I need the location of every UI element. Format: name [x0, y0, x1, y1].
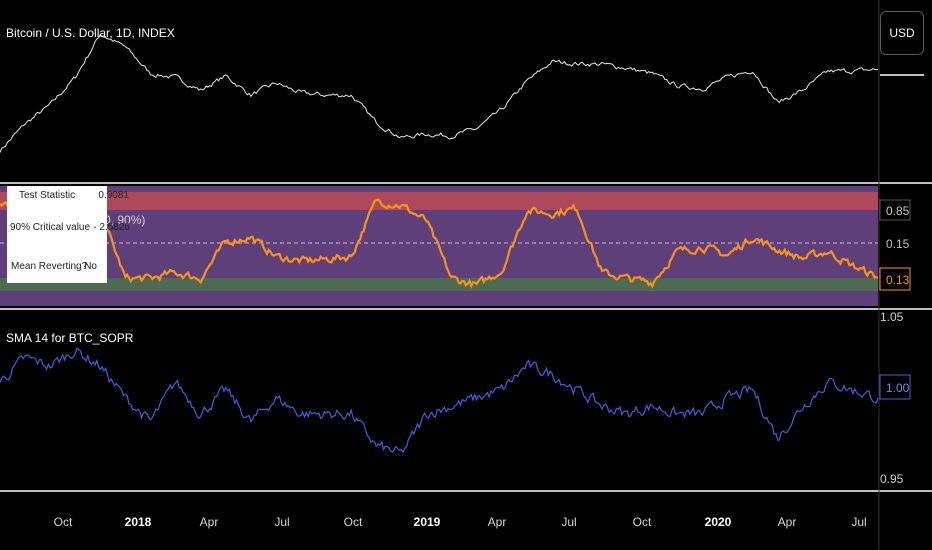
- time-axis-label: Apr: [488, 515, 507, 529]
- time-axis-label: 2019: [414, 515, 441, 529]
- currency-button[interactable]: USD: [880, 11, 924, 55]
- adf-axis-label: 0.15: [886, 237, 910, 251]
- critical-value-value: - 2.5826: [93, 222, 130, 233]
- price-pane-title: Bitcoin / U.S. Dollar, 1D, INDEX: [6, 26, 175, 40]
- adf-axis-badge-top: [879, 199, 911, 221]
- adf-axis-label: 0.85: [886, 204, 910, 218]
- sopr-pane: [0, 346, 879, 454]
- time-axis-label: Oct: [54, 515, 73, 529]
- sopr-axis-label: 0.95: [880, 472, 904, 486]
- mean-reverting-value: No: [84, 261, 97, 272]
- adf-pane: [0, 186, 879, 306]
- test-statistic-label: Test Statistic: [19, 190, 76, 201]
- sopr-line: [0, 346, 879, 454]
- time-axis-label: Apr: [200, 515, 219, 529]
- time-axis-label: Jul: [561, 515, 576, 529]
- time-axis[interactable]: Oct 2018 Apr Jul Oct 2019 Apr Jul Oct 2020 Apr Jul: [54, 515, 867, 529]
- critical-value-label: 90% Critical value: [10, 222, 91, 233]
- sopr-axis-badge-current: [879, 374, 911, 400]
- time-axis-label: Jul: [274, 515, 289, 529]
- time-axis-label: Oct: [344, 515, 363, 529]
- time-axis-label: 2018: [125, 515, 152, 529]
- price-pane: [0, 33, 924, 153]
- adf-low-band: [0, 278, 878, 291]
- mean-reverting-label: Mean Reverting?: [11, 261, 88, 272]
- adf-legend-fragment: 0, 90%): [104, 213, 146, 227]
- time-axis-label: Apr: [778, 515, 797, 529]
- adf-top-band: [0, 192, 878, 210]
- time-axis-label: 2020: [705, 515, 732, 529]
- adf-line: [0, 198, 879, 289]
- sopr-axis-labels: 1.05 1.00 0.95: [879, 310, 911, 486]
- adf-axis-labels: 0.85 0.15 0.13: [879, 199, 911, 291]
- time-axis-label: Oct: [633, 515, 652, 529]
- test-statistic-value: 0.9081: [98, 190, 129, 201]
- adf-axis-badge-current: [879, 267, 911, 291]
- sopr-axis-label: 1.05: [880, 310, 904, 324]
- adf-stats-table: Test Statistic 0.9081 90% Critical value…: [7, 186, 130, 283]
- time-axis-label: Jul: [851, 515, 866, 529]
- adf-axis-label: 0.13: [886, 273, 910, 287]
- sopr-axis-label: 1.00: [886, 381, 910, 395]
- price-line: [0, 33, 879, 153]
- sopr-pane-title: SMA 14 for BTC_SOPR: [6, 331, 134, 345]
